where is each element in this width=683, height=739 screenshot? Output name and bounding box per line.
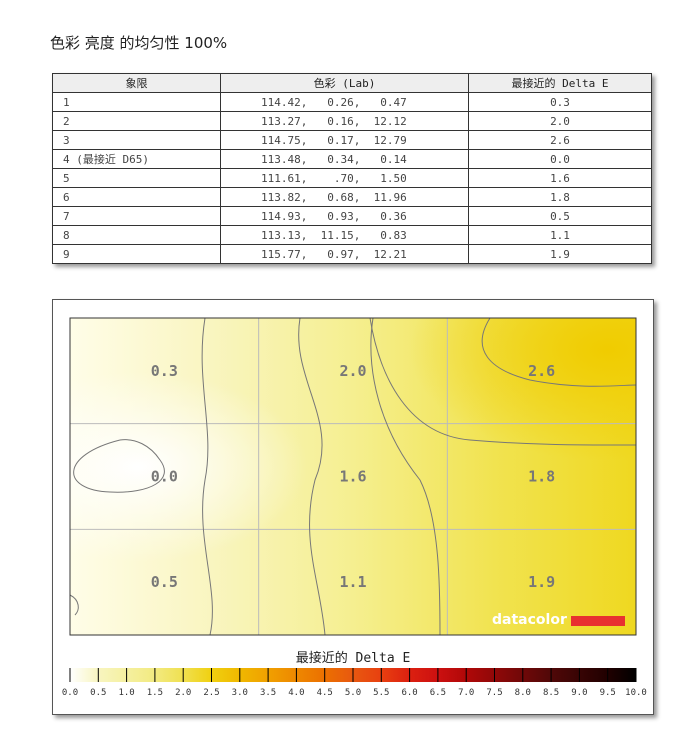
colorbar-segment	[551, 668, 580, 682]
cell-value-label: 0.5	[151, 573, 178, 591]
cell-value-label: 1.1	[339, 573, 366, 591]
colorbar-segment	[353, 668, 382, 682]
colorbar-tick-label: 5.0	[345, 688, 361, 698]
cell-delta-e: 0.5	[468, 206, 652, 226]
plot-frame	[69, 317, 637, 636]
table-row: 6 113.82, 0.68, 11.96 1.8	[52, 187, 652, 207]
colorbar-segment	[437, 668, 467, 682]
cell-lab: 111.61, .70, 1.50	[220, 168, 469, 188]
cell-value-label: 2.0	[339, 362, 366, 380]
colorbar-segment	[522, 668, 552, 682]
colorbar-segment	[98, 668, 127, 682]
colorbar-segment	[296, 668, 325, 682]
table-row: 8 113.13, 11.15, 0.83 1.1	[52, 225, 652, 245]
colorbar-tick-label: 1.5	[147, 688, 163, 698]
table-row: 9 115.77, 0.97, 12.21 1.9	[52, 244, 652, 264]
cell-lab: 113.48, 0.34, 0.14	[220, 149, 469, 169]
colorbar-tick-label: 6.5	[430, 688, 446, 698]
contour-line	[298, 317, 326, 636]
colorbar-tick-label: 1.0	[118, 688, 134, 698]
colorbar-tick-label: 9.0	[571, 688, 587, 698]
header-quadrant: 象限	[52, 73, 221, 93]
logo-bar	[571, 616, 625, 626]
cell-value-label: 0.3	[151, 362, 178, 380]
header-delta-e: 最接近的 Delta E	[468, 73, 652, 93]
colorbar-tick-label: 2.5	[203, 688, 219, 698]
colorbar-label: 最接近的 Delta E	[296, 650, 411, 666]
colorbar-segment	[494, 668, 523, 682]
colorbar-tick-label: 3.0	[232, 688, 248, 698]
colorbar-tick-label: 4.0	[288, 688, 304, 698]
table-row: 3 114.75, 0.17, 12.79 2.6	[52, 130, 652, 150]
colorbar-tick-label: 10.0	[625, 688, 647, 698]
contour-line	[73, 439, 165, 493]
colorbar-segment	[239, 668, 269, 682]
table-row: 7 114.93, 0.93, 0.36 0.5	[52, 206, 652, 226]
colorbar-segment	[70, 668, 99, 682]
colorbar-segment	[211, 668, 240, 682]
cell-lab: 114.93, 0.93, 0.36	[220, 206, 469, 226]
quadrant-table: 象限 色彩 (Lab) 最接近的 Delta E 1 114.42, 0.26, …	[52, 73, 652, 264]
table-row: 1 114.42, 0.26, 0.47 0.3	[52, 92, 652, 112]
colorbar-segment	[409, 668, 438, 682]
colorbar-segment	[466, 668, 495, 682]
contour-line	[481, 317, 637, 387]
cell-value-label: 1.8	[528, 468, 555, 486]
colorbar-tick-label: 8.5	[543, 688, 559, 698]
colorbar-tick-label: 3.5	[260, 688, 276, 698]
colorbar-segment	[126, 668, 155, 682]
cell-value-label: 1.6	[339, 468, 366, 486]
uniformity-chart	[52, 299, 654, 715]
contour-line	[69, 594, 79, 616]
contour-line	[369, 317, 637, 446]
colorbar-tick-label: 8.0	[515, 688, 531, 698]
colorbar-tick-label: 5.5	[373, 688, 389, 698]
colorbar-tick-label: 6.0	[401, 688, 417, 698]
colorbar-segment	[268, 668, 297, 682]
table-row: 5 111.61, .70, 1.50 1.6	[52, 168, 652, 188]
colorbar-segment	[183, 668, 212, 682]
colorbar-tick-label: 0.0	[62, 688, 78, 698]
colorbar-segment	[154, 668, 184, 682]
colorbar-tick-label: 7.0	[458, 688, 474, 698]
colorbar-segment	[607, 668, 636, 682]
colorbar-tick-label: 4.5	[317, 688, 333, 698]
table-row: 4 (最接近 D65) 113.48, 0.34, 0.14 0.0	[52, 149, 652, 169]
colorbar-segment	[324, 668, 353, 682]
datacolor-logo: datacolor	[492, 612, 567, 628]
colorbar-tick-label: 2.0	[175, 688, 191, 698]
colorbar-tick-label: 7.5	[486, 688, 502, 698]
contour-line	[201, 317, 213, 636]
cell-value-label: 2.6	[528, 362, 555, 380]
cell-lab: 114.75, 0.17, 12.79	[220, 130, 469, 150]
page-title: 色彩 亮度 的均匀性 100%	[50, 34, 228, 52]
cell-value-label: 1.9	[528, 573, 555, 591]
cell-quadrant: 4 (最接近 D65)	[52, 149, 221, 169]
colorbar-tick-label: 0.5	[90, 688, 106, 698]
colorbar-segment	[381, 668, 410, 682]
contour-line	[370, 317, 441, 636]
cell-lab: 115.77, 0.97, 12.21	[220, 244, 469, 264]
colorbar-tick-label: 9.5	[600, 688, 616, 698]
cell-value-label: 0.0	[151, 468, 178, 486]
colorbar-segment	[579, 668, 608, 682]
header-lab: 色彩 (Lab)	[220, 73, 469, 93]
cell-delta-e: 1.9	[468, 244, 652, 264]
